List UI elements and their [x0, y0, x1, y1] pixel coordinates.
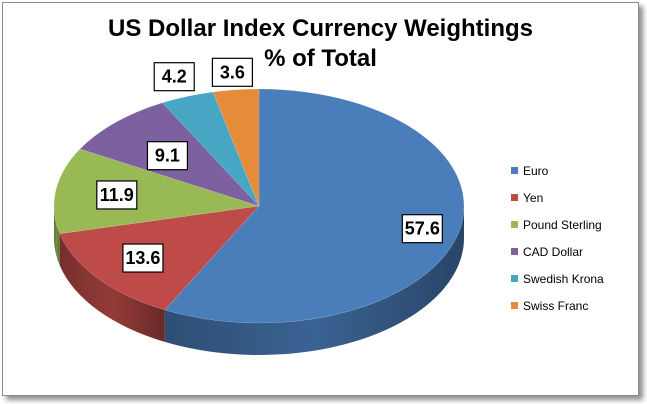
legend-item-pound-sterling: Pound Sterling: [511, 218, 602, 232]
data-label-value: 3.6: [220, 62, 245, 82]
legend-label: Swedish Krona: [523, 272, 604, 286]
legend-label: Pound Sterling: [523, 218, 602, 232]
legend-swatch: [511, 167, 518, 174]
pie-side-yen: [59, 233, 165, 342]
legend-label: CAD Dollar: [523, 245, 583, 259]
data-label-value: 57.6: [405, 219, 440, 239]
pie-slice-swiss-franc: [212, 88, 260, 207]
data-label-cad-dollar: 9.1: [146, 141, 189, 171]
data-label-euro: 57.6: [401, 214, 443, 244]
legend-label: Swiss Franc: [523, 299, 588, 313]
legend-item-swiss-franc: Swiss Franc: [511, 299, 588, 313]
legend-swatch: [511, 221, 518, 228]
legend-label: Yen: [523, 191, 543, 205]
pie-slices: [53, 88, 465, 355]
data-label-value: 9.1: [155, 146, 180, 166]
data-labels: 57.6 13.6 11.9 9.1 4.2 3.6: [96, 57, 443, 273]
data-label-swiss-franc: 3.6: [211, 57, 253, 87]
pie-side-euro: [164, 206, 464, 355]
legend-item-swedish-krona: Swedish Krona: [511, 272, 604, 286]
chart-subtitle: % of Total: [264, 45, 377, 72]
legend-swatch: [511, 194, 518, 201]
data-label-value: 4.2: [162, 67, 187, 87]
data-label-value: 13.6: [125, 248, 160, 268]
pie-slice-pound-sterling: [53, 148, 260, 234]
data-label-box: [153, 62, 195, 92]
data-label-box: [122, 243, 164, 273]
legend-item-cad-dollar: CAD Dollar: [511, 245, 583, 259]
legend-swatch: [511, 275, 518, 282]
legend-item-euro: Euro: [511, 164, 549, 178]
data-label-pound-sterling: 11.9: [96, 180, 138, 210]
data-label-value: 11.9: [100, 185, 134, 205]
data-label-yen: 13.6: [122, 243, 164, 273]
chart-title: US Dollar Index Currency Weightings: [108, 15, 533, 42]
pie-side-pound-sterling: [54, 206, 60, 266]
legend: Euro Yen Pound Sterling CAD Dollar Swedish K…: [511, 164, 604, 313]
data-label-box: [401, 214, 443, 244]
legend-swatch: [511, 248, 518, 255]
data-label-box: [96, 180, 138, 210]
legend-label: Euro: [523, 164, 549, 178]
pie-slice-euro: [164, 88, 465, 324]
data-label-box: [146, 141, 189, 171]
data-label-swedish-krona: 4.2: [153, 62, 195, 92]
data-label-box: [211, 57, 253, 87]
legend-swatch: [511, 302, 518, 309]
legend-item-yen: Yen: [511, 191, 543, 205]
pie-slice-swedish-krona: [162, 91, 260, 207]
